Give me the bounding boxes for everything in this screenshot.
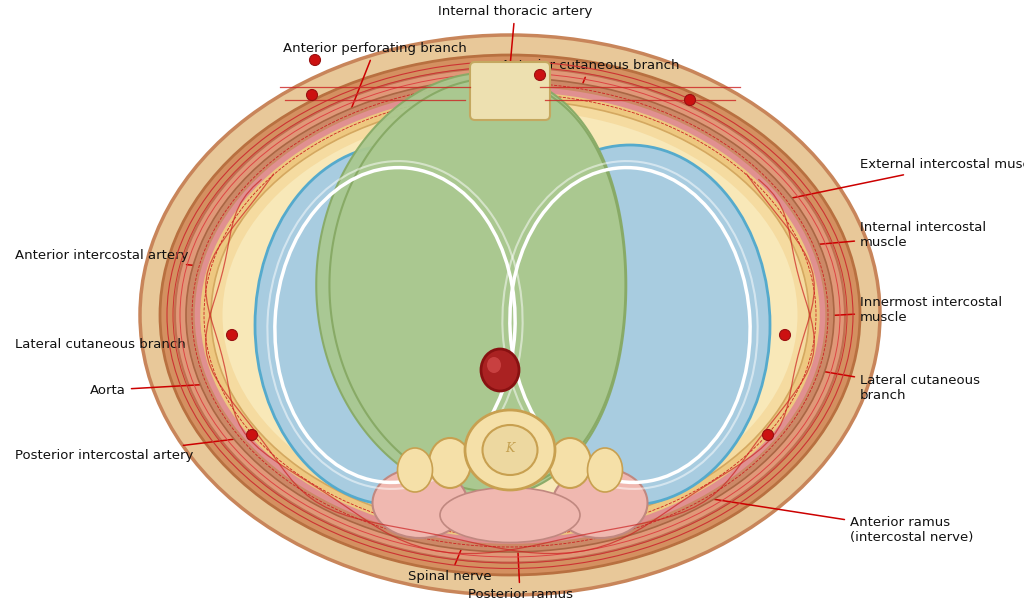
Text: Left Lung: Left Lung [352, 338, 417, 352]
Polygon shape [316, 73, 627, 497]
Ellipse shape [175, 67, 845, 563]
Text: Innermost intercostal
muscle: Innermost intercostal muscle [753, 296, 1002, 324]
Ellipse shape [198, 89, 822, 541]
FancyBboxPatch shape [470, 62, 550, 120]
Circle shape [226, 330, 238, 341]
Text: Internal intercostal
muscle: Internal intercostal muscle [736, 221, 986, 254]
Text: Aorta: Aorta [90, 368, 456, 396]
Text: Mediastinum: Mediastinum [465, 248, 555, 262]
Text: Internal thoracic artery: Internal thoracic artery [438, 5, 592, 172]
Text: Lateral cutaneous branch: Lateral cutaneous branch [15, 339, 275, 351]
Circle shape [779, 330, 791, 341]
Text: Anterior ramus
(intercostal nerve): Anterior ramus (intercostal nerve) [595, 479, 974, 544]
Ellipse shape [222, 110, 798, 520]
Ellipse shape [186, 78, 834, 552]
Polygon shape [330, 78, 626, 492]
Text: External intercostal muscle: External intercostal muscle [715, 158, 1024, 215]
Ellipse shape [588, 448, 623, 492]
Circle shape [247, 430, 257, 441]
Ellipse shape [505, 310, 585, 400]
Ellipse shape [465, 410, 555, 490]
Ellipse shape [549, 438, 591, 488]
Text: Anterior perforating branch: Anterior perforating branch [283, 42, 467, 184]
Circle shape [763, 430, 773, 441]
Ellipse shape [481, 349, 519, 391]
Circle shape [306, 89, 317, 101]
Ellipse shape [397, 448, 432, 492]
Ellipse shape [211, 100, 809, 530]
Ellipse shape [429, 438, 471, 488]
Ellipse shape [373, 468, 468, 538]
Ellipse shape [553, 468, 647, 538]
Text: Anterior cutaneous branch: Anterior cutaneous branch [501, 59, 679, 191]
Text: Posterior intercostal artery: Posterior intercostal artery [15, 429, 305, 461]
Ellipse shape [490, 145, 770, 505]
Ellipse shape [160, 55, 860, 575]
Text: Right Lung: Right Lung [598, 338, 673, 352]
Ellipse shape [435, 310, 515, 400]
Circle shape [535, 69, 546, 81]
Text: Anterior intercostal artery: Anterior intercostal artery [15, 248, 300, 279]
Text: Spinal nerve: Spinal nerve [409, 479, 492, 583]
Circle shape [309, 55, 321, 66]
Circle shape [684, 95, 695, 106]
Text: Lateral cutaneous
branch: Lateral cutaneous branch [761, 359, 980, 402]
Ellipse shape [487, 357, 501, 373]
Ellipse shape [440, 487, 580, 543]
Ellipse shape [482, 425, 538, 475]
Text: K: K [505, 441, 515, 455]
Ellipse shape [140, 35, 880, 595]
Ellipse shape [255, 145, 535, 505]
Text: Posterior ramus: Posterior ramus [468, 495, 572, 601]
